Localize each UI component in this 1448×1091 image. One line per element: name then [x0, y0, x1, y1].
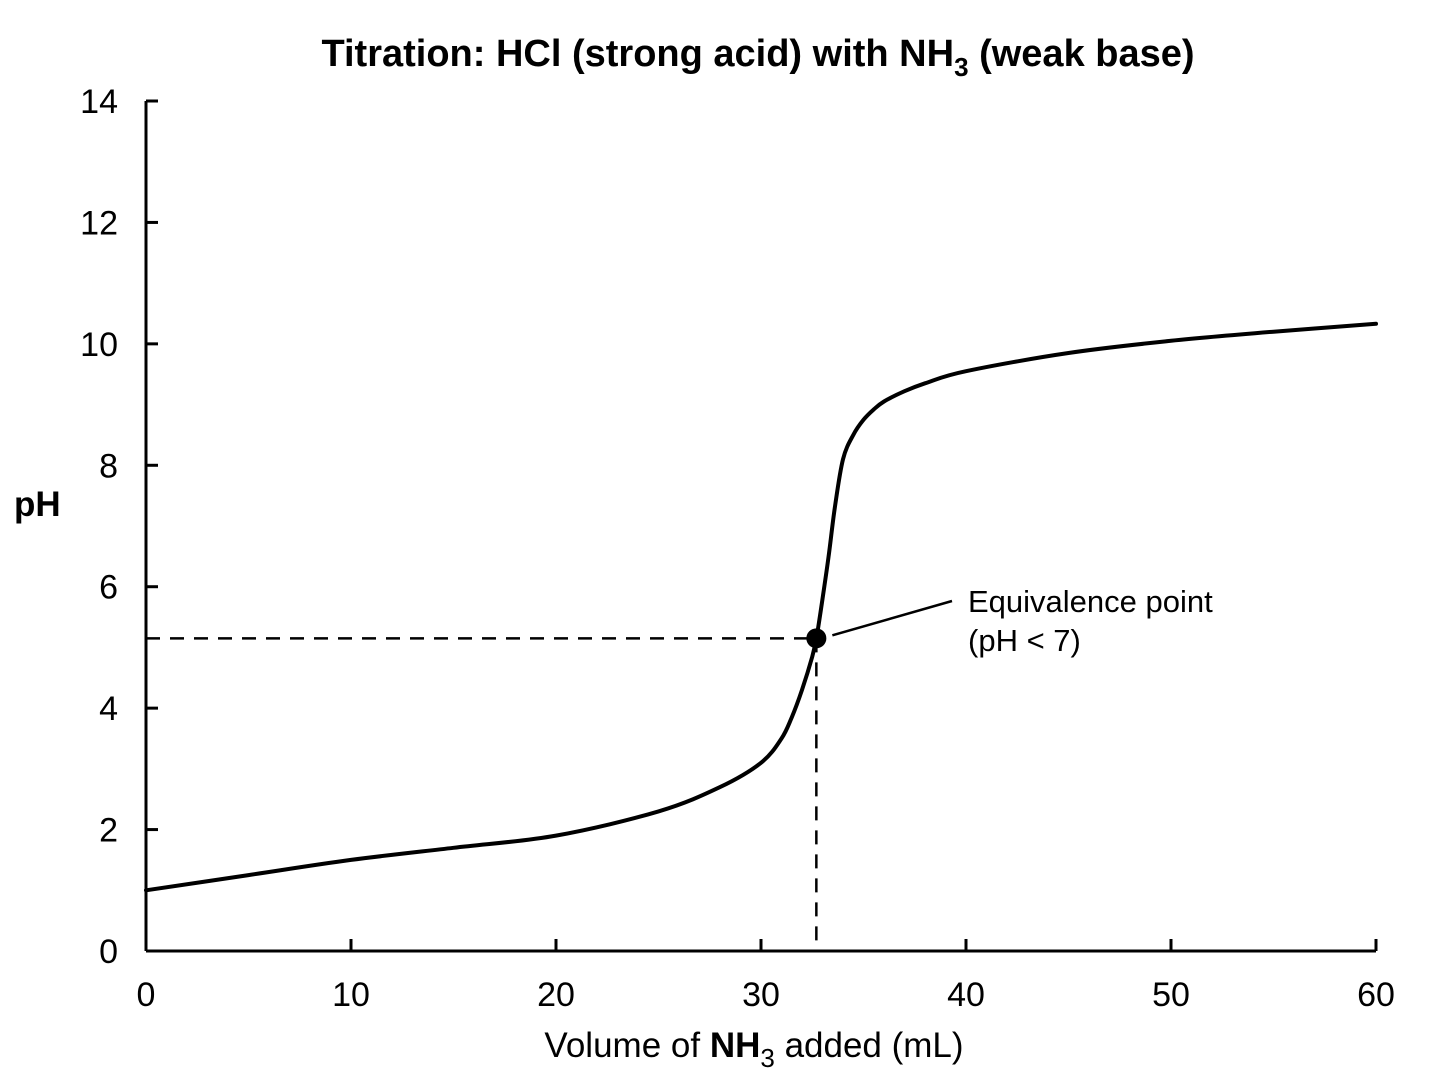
x-tick-label: 0 — [137, 976, 156, 1014]
equivalence-point-marker — [806, 628, 827, 649]
y-tick-label: 6 — [99, 569, 118, 607]
x-axis-label: Volume of NH3 added (mL) — [544, 1026, 963, 1073]
y-tick-label: 0 — [99, 933, 118, 971]
x-tick-label: 30 — [742, 976, 780, 1014]
y-tick-label: 8 — [99, 447, 118, 485]
x-tick-label: 10 — [332, 976, 370, 1014]
y-tick-label: 4 — [99, 690, 118, 728]
titration-curve — [144, 321, 1378, 893]
chart-title-subscript: 3 — [954, 52, 968, 82]
y-tick-label: 12 — [80, 204, 118, 242]
annotation-line-2: (pH < 7) — [968, 623, 1081, 658]
x-tick-label: 60 — [1357, 976, 1395, 1014]
y-tick-label: 14 — [80, 83, 118, 121]
x-tick-label: 40 — [947, 976, 985, 1014]
y-tick-label: 2 — [99, 812, 118, 850]
annotation-leader-line — [832, 599, 953, 637]
x-tick-label: 50 — [1152, 976, 1190, 1014]
x-axis-label-subscript: 3 — [760, 1043, 774, 1073]
y-tick-label: 10 — [80, 326, 118, 364]
y-axis-label: pH — [14, 485, 61, 524]
annotation-line-1: Equivalence point — [968, 584, 1213, 619]
y-ticks: 0 2 4 6 8 10 12 14 — [80, 83, 158, 971]
x-tick-label: 20 — [537, 976, 575, 1014]
x-ticks: 0 10 20 30 40 50 60 — [137, 939, 1395, 1014]
chart-title: Titration: HCl (strong acid) with NH3 (w… — [321, 33, 1194, 82]
